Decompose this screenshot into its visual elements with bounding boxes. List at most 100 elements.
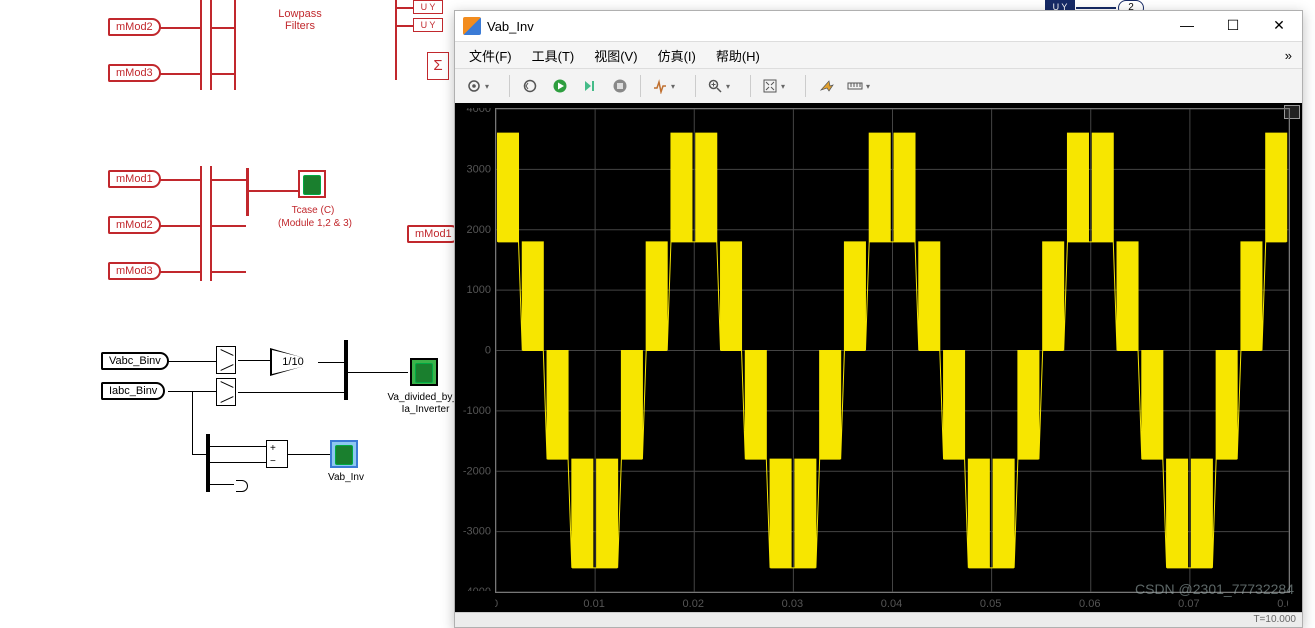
plot-svg: [496, 109, 1289, 592]
tag-label: mMod3: [116, 67, 153, 79]
tag-vabc[interactable]: Vabc_Binv: [101, 352, 169, 370]
menu-tools[interactable]: 工具(T): [522, 44, 585, 67]
svg-text:1000: 1000: [467, 284, 491, 296]
wire: [168, 361, 216, 362]
wire: [160, 27, 200, 29]
tag-mmod3-top[interactable]: mMod3: [108, 64, 161, 82]
selector-block[interactable]: [216, 346, 236, 374]
measure-button[interactable]: [842, 72, 884, 100]
lookup-uy[interactable]: U Y: [413, 0, 443, 14]
y-axis: -4000-3000-2000-100001000200030004000: [455, 108, 495, 591]
tag-mmod2-top[interactable]: mMod2: [108, 18, 161, 36]
settings-button[interactable]: [461, 72, 503, 100]
scope-label: Tcase (C): [268, 205, 358, 216]
lookup-uy[interactable]: U Y: [413, 18, 443, 32]
separator: [509, 75, 510, 97]
sum-block[interactable]: Σ: [427, 52, 449, 80]
stop-button[interactable]: [606, 72, 634, 100]
svg-text:0: 0: [485, 345, 491, 357]
tag-mmod1[interactable]: mMod1: [108, 170, 161, 188]
step-fwd-button[interactable]: [576, 72, 604, 100]
scope-label: (Module 1,2 & 3): [260, 218, 370, 229]
tag-label: mMod1: [116, 173, 153, 185]
menu-view[interactable]: 视图(V): [584, 44, 647, 67]
run-button[interactable]: [546, 72, 574, 100]
tag-label: mMod2: [116, 219, 153, 231]
demux-bar: [200, 0, 202, 90]
tag-label: mMod3: [116, 265, 153, 277]
step-fwd-icon: [582, 78, 598, 94]
minimize-button[interactable]: —: [1164, 11, 1210, 41]
menu-help[interactable]: 帮助(H): [706, 44, 770, 67]
ruler-icon: [847, 78, 863, 94]
scope-vab-inv[interactable]: [330, 440, 358, 468]
scope-va-ia[interactable]: [410, 358, 438, 386]
wire: [160, 271, 200, 273]
axes[interactable]: [495, 108, 1290, 593]
scope-tcase[interactable]: [298, 170, 326, 198]
wire: [395, 7, 413, 9]
svg-text:4000: 4000: [467, 108, 491, 115]
wire: [160, 179, 200, 181]
app-icon: [463, 17, 481, 35]
step-back-icon: [522, 78, 538, 94]
menu-sim[interactable]: 仿真(I): [648, 44, 706, 67]
wire: [210, 225, 246, 227]
svg-text:0.08: 0.08: [1277, 598, 1288, 610]
cursor-icon: [818, 78, 834, 94]
play-icon: [552, 78, 568, 94]
wire: [348, 372, 408, 373]
svg-text:0.06: 0.06: [1079, 598, 1100, 610]
wire: [210, 73, 234, 75]
tag-iabc[interactable]: Iabc_Binv: [101, 382, 165, 400]
separator: [640, 75, 641, 97]
svg-text:-4000: -4000: [463, 586, 491, 591]
scope-screen-icon: [415, 363, 433, 383]
trigger-button[interactable]: [647, 72, 689, 100]
wire: [210, 179, 246, 181]
wire: [210, 484, 234, 485]
subtract-block[interactable]: + −: [266, 440, 288, 468]
status-right: T=10.000: [1253, 613, 1296, 627]
wire: [318, 362, 344, 363]
autoscale-icon: [762, 78, 778, 94]
lowpass-label2: Filters: [270, 20, 330, 32]
gain-value: 1/10: [272, 350, 322, 374]
svg-text:0.02: 0.02: [683, 598, 704, 610]
tag-mmod3[interactable]: mMod3: [108, 262, 161, 280]
tag-label: Iabc_Binv: [109, 385, 157, 397]
zoom-button[interactable]: [702, 72, 744, 100]
menu-file[interactable]: 文件(F): [459, 44, 522, 67]
svg-text:0.03: 0.03: [782, 598, 803, 610]
maximize-button[interactable]: ☐: [1210, 11, 1256, 41]
selector-bar: [200, 166, 202, 281]
tag-mmod2[interactable]: mMod2: [108, 216, 161, 234]
autoscale-button[interactable]: [757, 72, 799, 100]
selector-block[interactable]: [216, 378, 236, 406]
gain-block[interactable]: 1/10: [270, 348, 318, 376]
wire: [160, 225, 200, 227]
svg-text:-3000: -3000: [463, 526, 491, 538]
terminator-block[interactable]: [236, 480, 248, 492]
scope-screen-icon: [303, 175, 321, 195]
plot-area[interactable]: -4000-3000-2000-100001000200030004000 00…: [455, 103, 1302, 613]
menu-overflow[interactable]: »: [1279, 48, 1298, 63]
step-back-button[interactable]: [516, 72, 544, 100]
x-axis: 00.010.020.030.040.050.060.070.08: [495, 593, 1288, 613]
zoom-icon: [707, 78, 723, 94]
gear-icon: [466, 78, 482, 94]
titlebar[interactable]: Vab_Inv — ☐ ✕: [455, 11, 1302, 42]
scope-window: Vab_Inv — ☐ ✕ 文件(F) 工具(T) 视图(V) 仿真(I) 帮助…: [454, 10, 1303, 628]
wire: [238, 392, 344, 393]
close-button[interactable]: ✕: [1256, 11, 1302, 41]
tag-mmod1-right[interactable]: mMod1: [407, 225, 460, 243]
wire: [1076, 7, 1116, 9]
separator: [805, 75, 806, 97]
menubar: 文件(F) 工具(T) 视图(V) 仿真(I) 帮助(H) »: [455, 42, 1302, 69]
svg-text:-2000: -2000: [463, 465, 491, 477]
cursor-button[interactable]: [812, 72, 840, 100]
wire: [288, 454, 330, 455]
wire: [210, 462, 266, 463]
scope-screen-icon: [335, 445, 353, 465]
tag-label: Vabc_Binv: [109, 355, 161, 367]
